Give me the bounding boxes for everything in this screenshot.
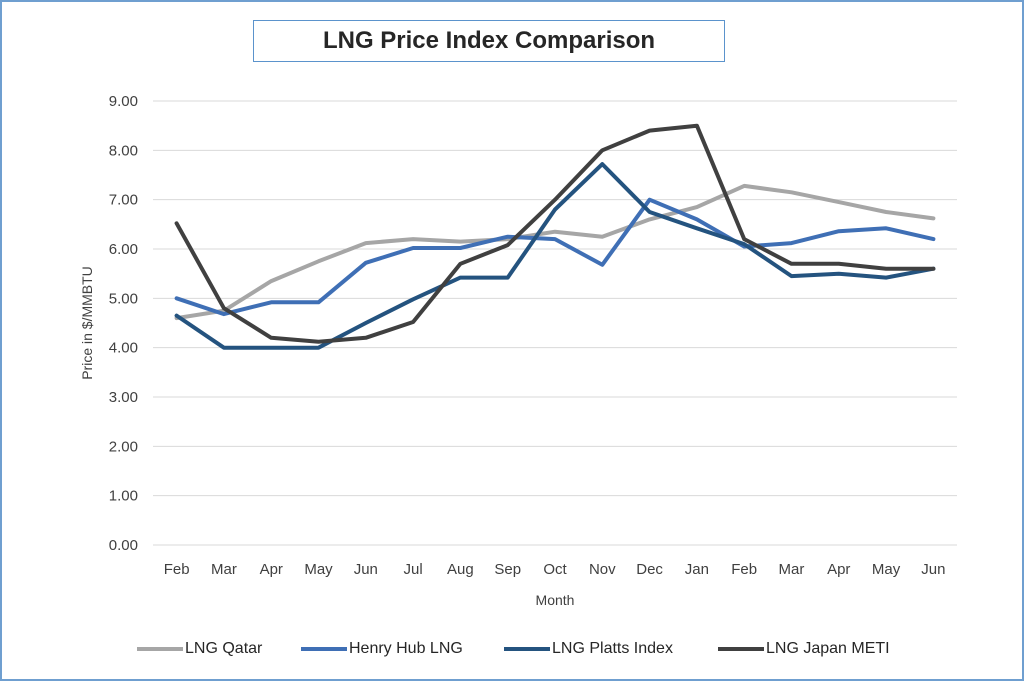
legend-label: LNG Platts Index	[552, 640, 673, 657]
x-tick-label: May	[872, 561, 901, 578]
x-tick-label: Jan	[685, 561, 709, 578]
legend-item-lng-japan-meti: LNG Japan METI	[718, 637, 890, 661]
x-tick-label: Nov	[589, 561, 616, 578]
y-tick-label: 7.00	[109, 192, 138, 209]
legend-item-lng-platts-index: LNG Platts Index	[504, 637, 673, 661]
legend-swatch	[301, 647, 347, 651]
legend-label: Henry Hub LNG	[349, 640, 463, 657]
chart-legend: LNG Qatar Henry Hub LNG LNG Platts Index LN…	[0, 637, 1024, 661]
y-tick-label: 1.00	[109, 488, 138, 505]
legend-swatch	[718, 647, 764, 651]
series-line-lng-qatar	[174, 183, 936, 321]
x-tick-label: Aug	[447, 561, 474, 578]
x-tick-label: Jun	[354, 561, 378, 578]
x-tick-label: Mar	[779, 561, 805, 578]
legend-item-henry-hub-lng: Henry Hub LNG	[301, 637, 463, 661]
y-tick-label: 8.00	[109, 142, 138, 159]
series-line-lng-japan-meti	[174, 123, 936, 344]
y-axis-title: Price in $/MMBTU	[79, 266, 95, 380]
x-tick-label: Jun	[921, 561, 945, 578]
x-tick-label: Oct	[543, 561, 567, 578]
y-tick-label: 0.00	[109, 537, 138, 554]
x-tick-label: Dec	[636, 561, 663, 578]
y-tick-label: 2.00	[109, 438, 138, 455]
legend-label: LNG Qatar	[185, 640, 263, 657]
x-tick-label: Mar	[211, 561, 237, 578]
x-tick-label: May	[304, 561, 333, 578]
x-tick-label: Feb	[731, 561, 757, 578]
y-tick-label: 6.00	[109, 241, 138, 258]
series-line-lng-platts-index	[174, 162, 936, 350]
y-tick-label: 9.00	[109, 93, 138, 110]
legend-swatch	[137, 647, 183, 651]
chart-title: LNG Price Index Comparison	[253, 20, 725, 62]
y-tick-label: 5.00	[109, 290, 138, 307]
y-tick-label: 3.00	[109, 389, 138, 406]
x-axis-title: Month	[536, 592, 575, 608]
legend-label: LNG Japan METI	[766, 640, 890, 657]
x-tick-label: Apr	[827, 561, 850, 578]
series-line-henry-hub-lng	[174, 197, 936, 317]
x-tick-label: Jul	[404, 561, 423, 578]
x-tick-label: Sep	[494, 561, 521, 578]
y-tick-label: 4.00	[109, 340, 138, 357]
x-tick-label: Feb	[164, 561, 190, 578]
legend-swatch	[504, 647, 550, 651]
x-tick-label: Apr	[260, 561, 283, 578]
legend-item-lng-qatar: LNG Qatar	[137, 637, 262, 661]
